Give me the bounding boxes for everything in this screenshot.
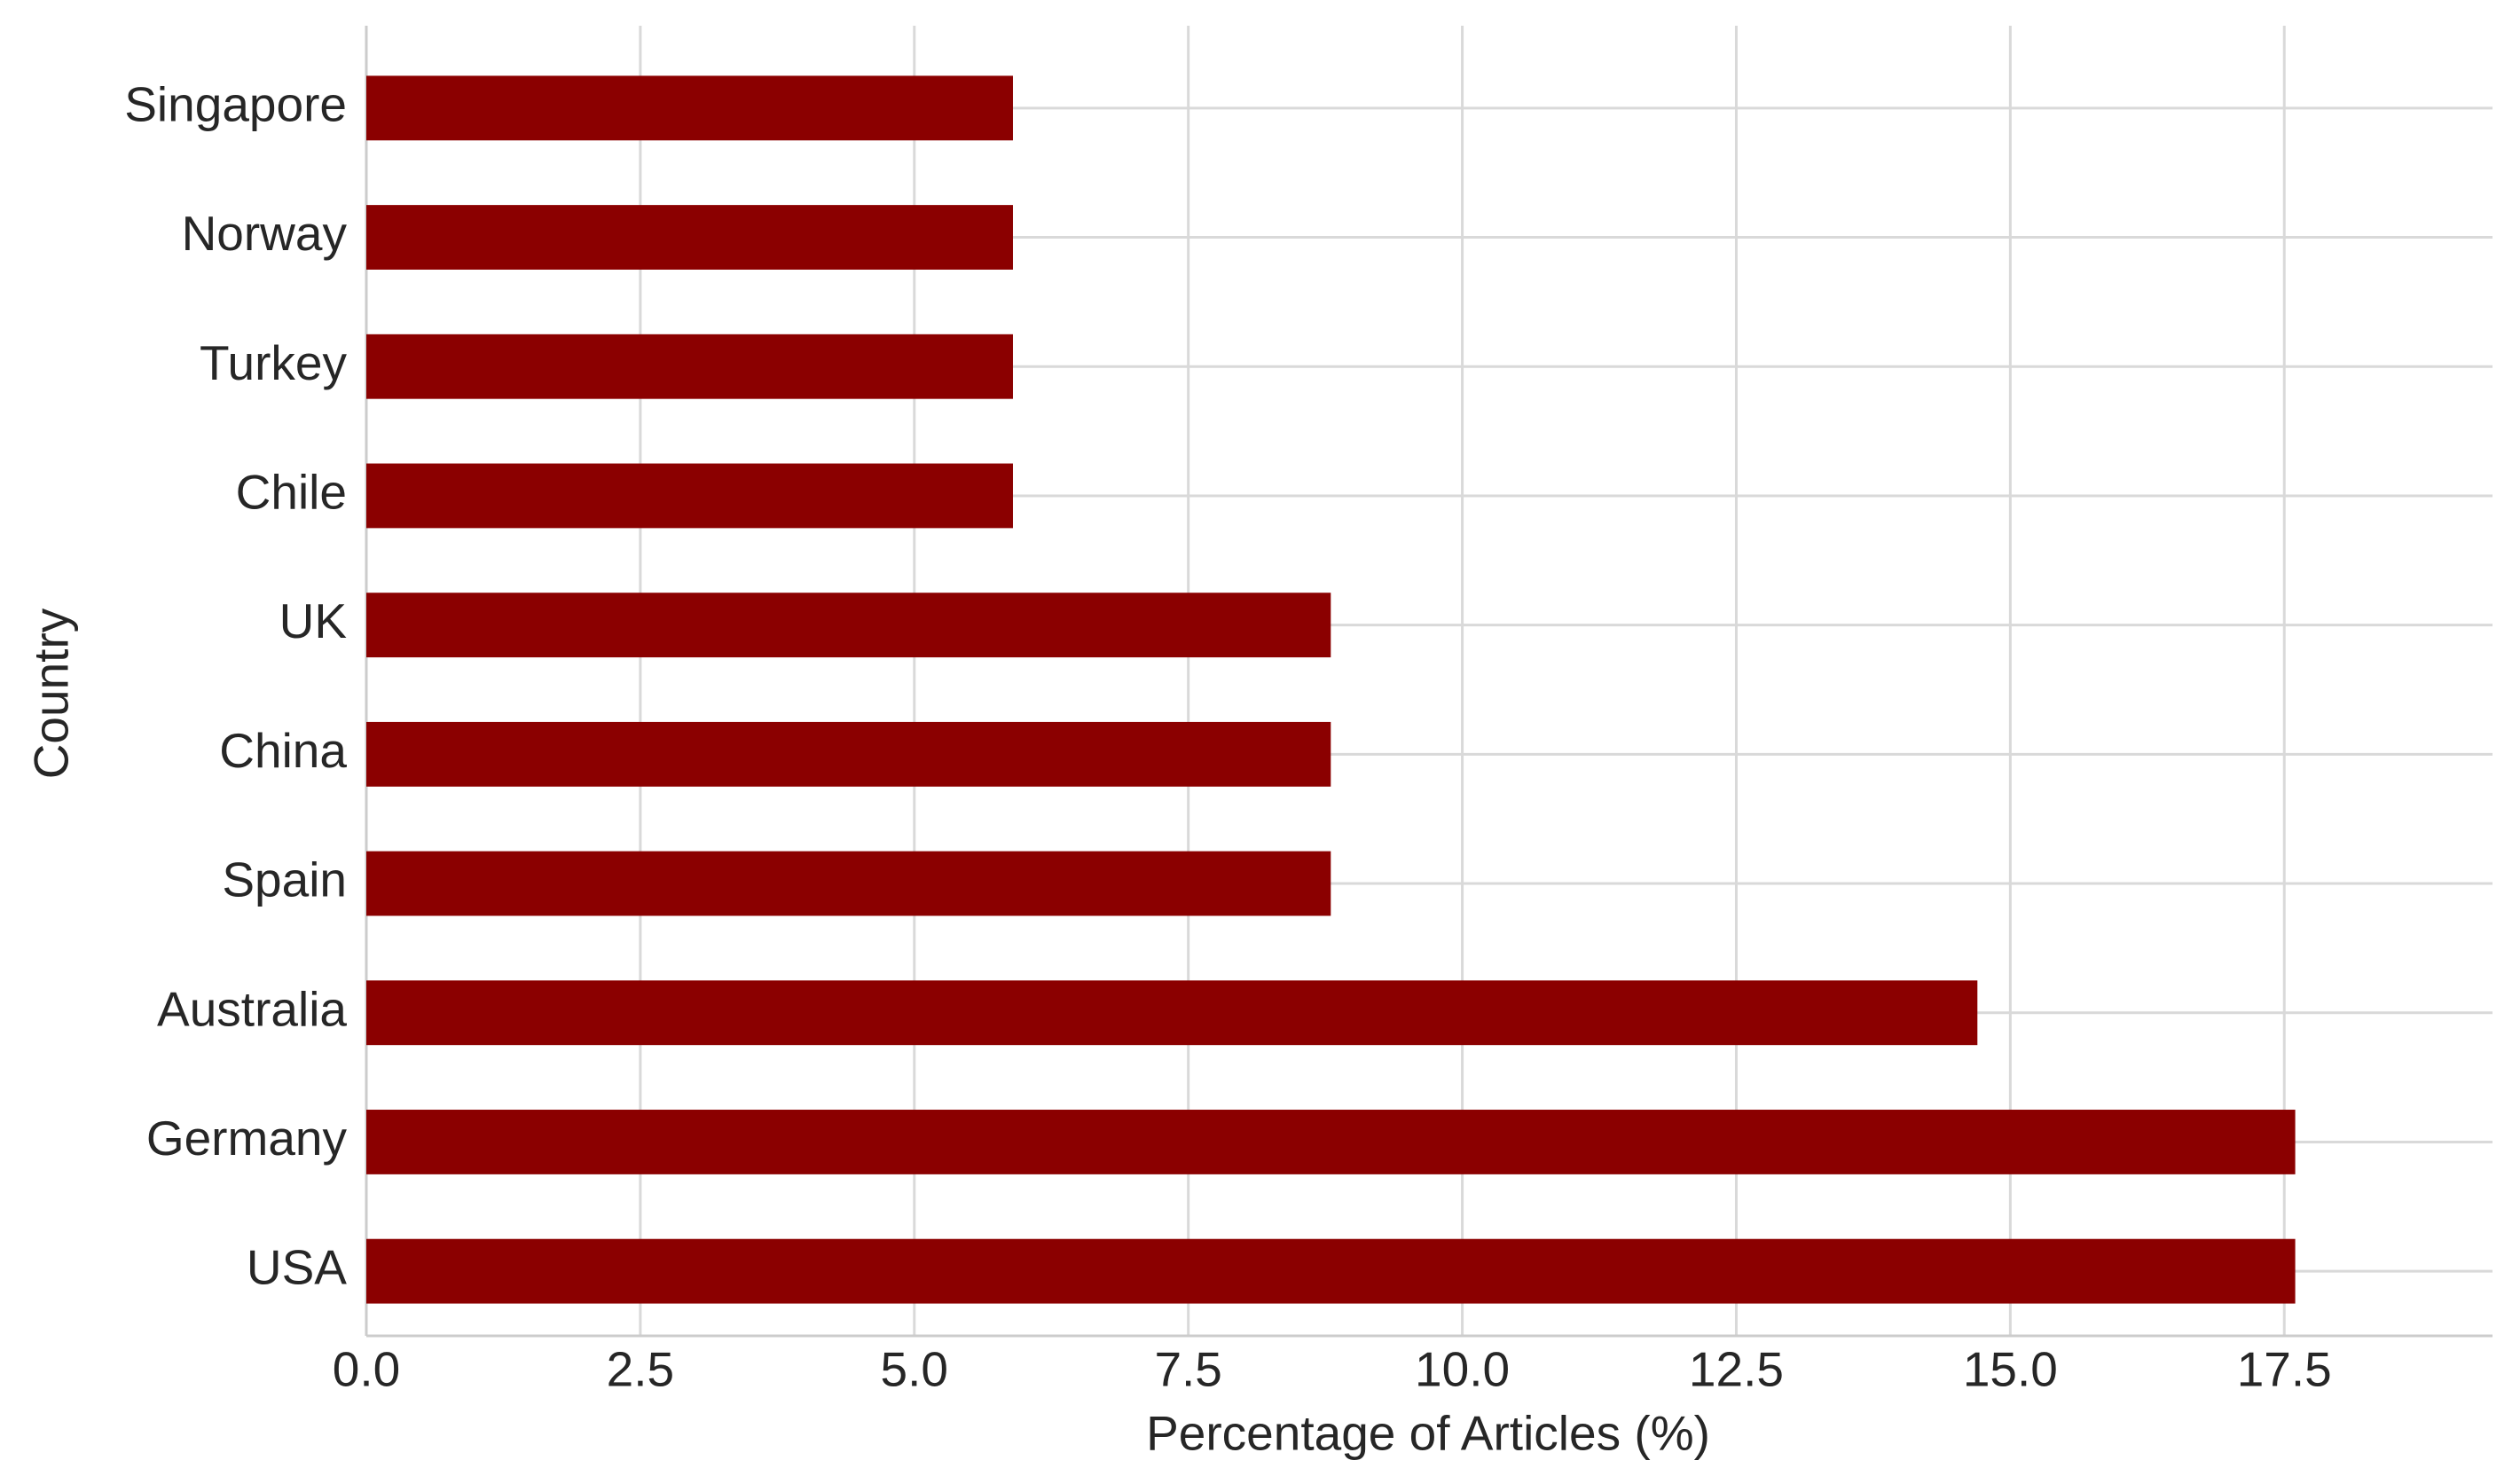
bar xyxy=(366,75,1013,141)
x-tick-label: 12.5 xyxy=(1689,1342,1784,1397)
y-tick-label: USA xyxy=(247,1240,347,1295)
bar xyxy=(366,1238,2296,1304)
y-tick-label: Germany xyxy=(146,1111,348,1166)
bar xyxy=(366,463,1013,529)
y-tick-label: Norway xyxy=(182,206,348,261)
bar xyxy=(366,851,1331,916)
y-axis-label: Country xyxy=(24,608,79,779)
x-tick-label: 15.0 xyxy=(1963,1342,2058,1397)
x-axis-label: Percentage of Articles (%) xyxy=(1146,1406,1710,1461)
bar xyxy=(366,205,1013,270)
y-tick-label: China xyxy=(219,723,347,778)
bar xyxy=(366,1110,2296,1174)
y-tick-label: Australia xyxy=(157,981,347,1036)
y-tick-label: Singapore xyxy=(124,76,347,131)
y-tick-label: UK xyxy=(279,593,348,648)
x-tick-label: 17.5 xyxy=(2237,1342,2332,1397)
bar xyxy=(366,593,1331,658)
x-tick-label: 7.5 xyxy=(1154,1342,1221,1397)
x-tick-label: 5.0 xyxy=(881,1342,948,1397)
x-tick-label: 10.0 xyxy=(1415,1342,1510,1397)
y-tick-label: Chile xyxy=(236,464,347,519)
y-tick-label: Spain xyxy=(222,852,347,907)
x-tick-label: 0.0 xyxy=(333,1342,400,1397)
y-tick-label: Turkey xyxy=(200,335,348,390)
bar xyxy=(366,980,1978,1046)
bar xyxy=(366,334,1013,399)
bar xyxy=(366,721,1331,787)
x-tick-label: 2.5 xyxy=(607,1342,674,1397)
